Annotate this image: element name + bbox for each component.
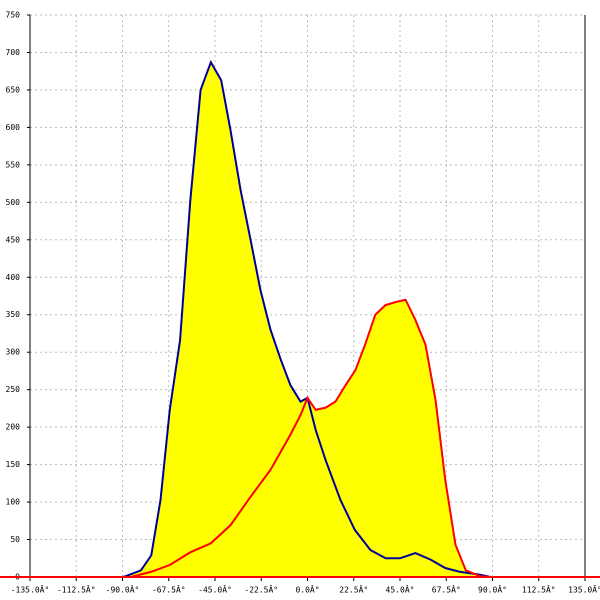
y-tick-label: 100 (6, 498, 21, 507)
y-tick-label: 500 (6, 198, 21, 207)
y-tick-label: 150 (6, 460, 21, 469)
x-tick-label: -45.0Â° (198, 584, 232, 595)
y-tick-label: 550 (6, 160, 21, 169)
x-tick-label: 0.0Â° (295, 584, 319, 595)
series-line (130, 298, 491, 578)
y-tick-label: 350 (6, 310, 21, 319)
series-line (122, 59, 491, 578)
x-tick-label: 22.5Â° (339, 584, 368, 595)
x-tick-label: -112.5Â° (57, 584, 96, 595)
y-tick-label: 50 (10, 535, 20, 544)
y-tick-label: 700 (6, 48, 21, 57)
y-tick-label: 200 (6, 423, 21, 432)
x-tick-label: -22.5Â° (244, 584, 278, 595)
x-tick-label: -90.0Â° (106, 584, 140, 595)
area-fill (122, 62, 491, 577)
y-tick-label: 300 (6, 348, 21, 357)
y-tick-label: 650 (6, 85, 21, 94)
x-tick-label: 45.0Â° (386, 584, 415, 595)
y-tick-label: 400 (6, 273, 21, 282)
x-tick-label: 135.0Â° (568, 584, 600, 595)
x-tick-label: -135.0Â° (11, 584, 50, 595)
x-tick-label: -67.5Â° (152, 584, 186, 595)
y-tick-label: 600 (6, 123, 21, 132)
y-tick-label: 250 (6, 385, 21, 394)
x-tick-label: 67.5Â° (432, 584, 461, 595)
x-tick-label: 112.5Â° (522, 584, 556, 595)
y-tick-label: 450 (6, 235, 21, 244)
y-tick-label: 750 (6, 11, 21, 20)
area-fill (130, 299, 491, 577)
x-tick-label: 90.0Â° (478, 584, 507, 595)
